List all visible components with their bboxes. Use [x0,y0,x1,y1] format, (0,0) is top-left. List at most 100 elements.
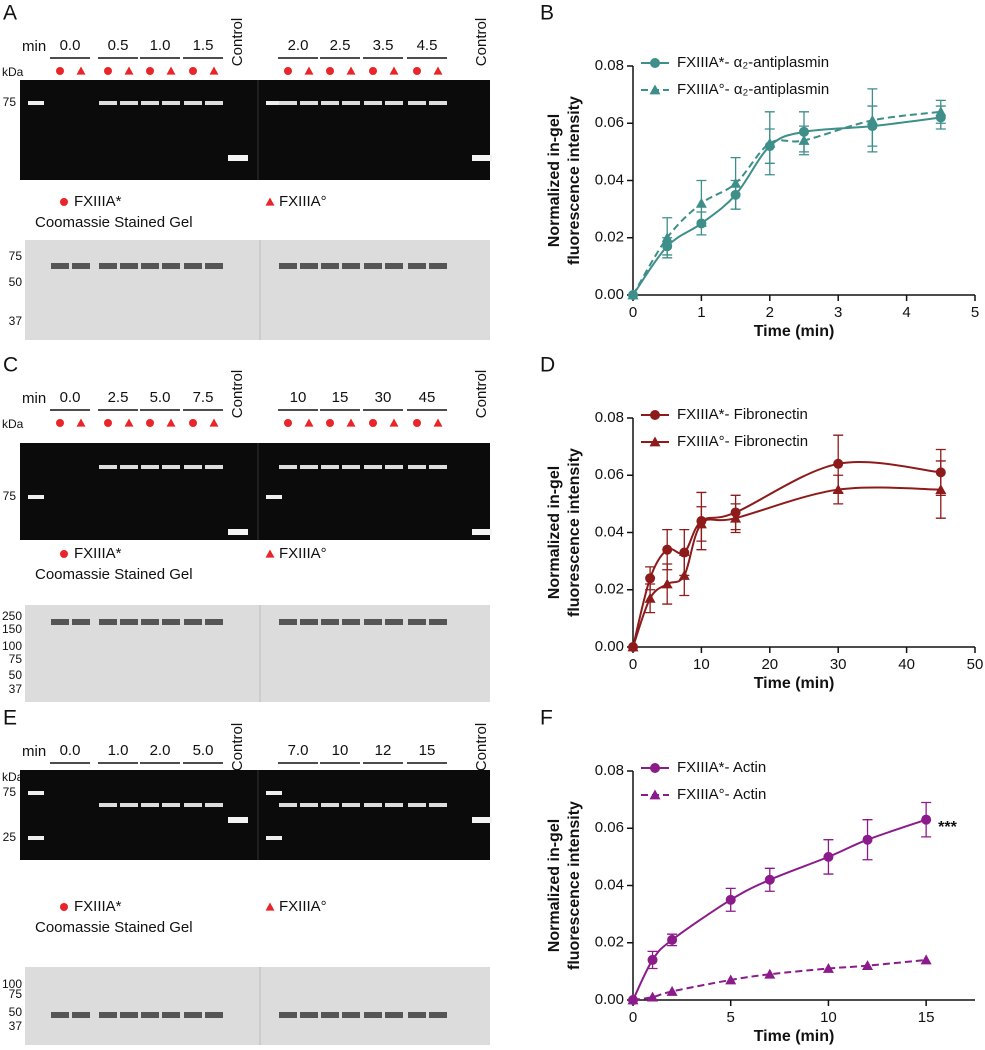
time-label: 1.0 [108,742,129,759]
data-point [678,569,690,580]
data-point [647,954,658,965]
coomassie-title: Coomassie Stained Gel [35,919,193,936]
sample-dot [413,67,421,75]
y-tick-label: 0.02 [595,934,624,951]
sample-dot [146,67,154,75]
sample-triangle [433,66,443,75]
gel-legend: FXIIIA* [74,545,122,562]
data-point [695,197,707,208]
coomassie-band [429,263,447,269]
sample-triangle [124,418,134,427]
panel-letter: C [3,354,18,377]
series-line [632,958,927,1001]
gel-legend: FXIIIA° [279,545,327,562]
legend-marker [649,84,661,95]
sample-triangle [76,66,86,75]
legend-label: FXIIIA°- α₂-antiplasmin [677,81,829,98]
data-point [920,954,932,965]
control-label: Control [229,723,246,771]
time-label: 15 [419,742,436,759]
x-tick-label: 4 [902,304,910,321]
y-tick-label: 0.06 [595,114,624,131]
sample-dot [56,67,64,75]
legend-dot [60,550,68,558]
gel-band [141,465,159,469]
data-point [730,512,742,523]
data-point [764,968,776,979]
gel-band [120,465,138,469]
sample-triangle [346,418,356,427]
time-label: 2.5 [108,389,129,406]
sample-dot [326,419,334,427]
legend-triangle [265,549,275,558]
coomassie-band [51,263,69,269]
sample-dot [284,419,292,427]
data-point [647,991,659,1002]
y-axis-label: fluorescence intensity [566,448,583,617]
sample-dot [56,419,64,427]
coomassie-band [184,619,202,625]
coomassie-band [279,1012,297,1018]
y-tick-label: 0.00 [595,638,624,655]
gel-band [342,465,360,469]
coomassie-band [429,1012,447,1018]
sample-triangle [209,418,219,427]
control-label: Control [229,370,246,418]
data-point [627,994,639,1005]
sample-dot [369,419,377,427]
legend-label: FXIIIA*- α₂-antiplasmin [677,54,829,71]
time-label: 0.5 [108,37,129,54]
time-label: 30 [375,389,392,406]
gel-band [300,101,318,105]
x-tick-label: 5 [971,304,979,321]
coomassie-marker-label: 37 [9,314,23,328]
gel-band [300,465,318,469]
coomassie-band [205,263,223,269]
marker-label: 75 [3,785,17,799]
data-point [862,834,873,845]
legend-dot [60,903,68,911]
coomassie-band [120,263,138,269]
data-point [662,544,673,555]
x-tick-label: 0 [629,304,637,321]
coomassie-gel [25,967,490,1045]
x-tick-label: 15 [918,1009,935,1026]
time-label: 5.0 [150,389,171,406]
gel-band [141,803,159,807]
gel-band [429,465,447,469]
coomassie-band [342,263,360,269]
x-axis-label: Time (min) [754,675,835,692]
y-tick-label: 0.06 [595,819,624,836]
sample-triangle [304,418,314,427]
coomassie-band [300,619,318,625]
x-tick-label: 5 [727,1009,735,1026]
gel-band [364,101,382,105]
coomassie-band [51,619,69,625]
data-point [822,963,834,973]
sample-triangle [166,66,176,75]
kda-label: kDa [2,417,24,431]
sample-triangle [433,418,443,427]
min-label: min [22,38,46,55]
gel-band [300,803,318,807]
coomassie-band [205,1012,223,1018]
y-tick-label: 0.02 [595,229,624,246]
control-label: Control [229,18,246,66]
coomassie-band [300,1012,318,1018]
data-point [667,934,678,945]
coomassie-band [364,619,382,625]
gel-band [279,465,297,469]
y-axis-label: fluorescence intensity [566,801,583,970]
time-label: 10 [332,742,349,759]
control-band [228,155,248,161]
time-label: 3.5 [373,37,394,54]
series-line [632,116,941,296]
coomassie-title: Coomassie Stained Gel [35,566,193,583]
time-label: 10 [290,389,307,406]
fluorescent-gel [20,770,490,860]
coomassie-band [205,619,223,625]
data-point [764,874,775,885]
gel-band [408,101,426,105]
coomassie-band [72,263,90,269]
time-label: 12 [375,742,392,759]
